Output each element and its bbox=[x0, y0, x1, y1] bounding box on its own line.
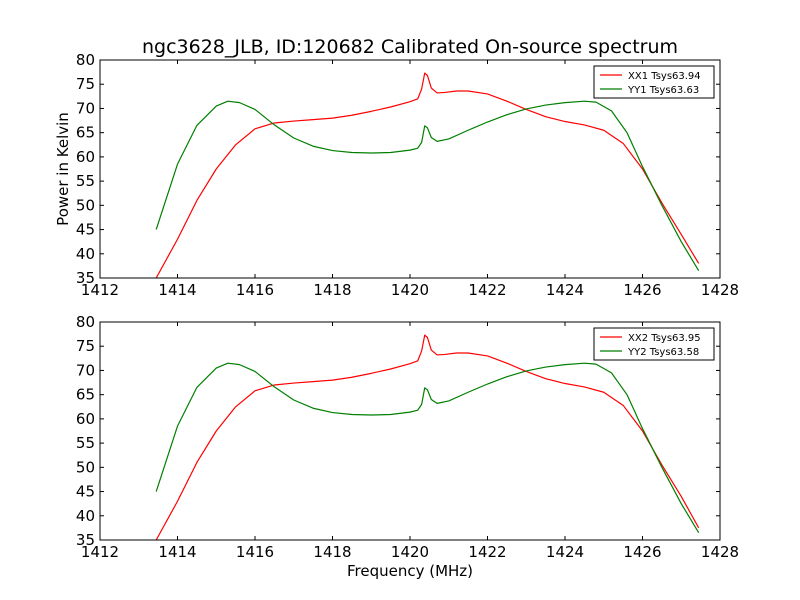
x-tick-label: 1426 bbox=[623, 543, 661, 561]
series-line bbox=[155, 334, 700, 540]
y-tick-label: 55 bbox=[76, 172, 95, 190]
x-tick-label: 1414 bbox=[158, 543, 196, 561]
y-tick-label: 75 bbox=[76, 75, 95, 93]
x-tick-label: 1422 bbox=[468, 543, 506, 561]
x-tick-label: 1416 bbox=[236, 543, 274, 561]
series-line bbox=[155, 72, 700, 278]
y-tick-label: 45 bbox=[76, 221, 95, 239]
x-tick-label: 1422 bbox=[468, 281, 506, 299]
chart-panel: 1412 1414 1416 1418 1420 1422 1424 1426 1428 35 40… bbox=[76, 313, 739, 580]
series-lines bbox=[155, 72, 700, 278]
series-line bbox=[155, 100, 700, 272]
legend-entry: YY1 Tsys63.63 bbox=[627, 85, 699, 96]
x-tick-label: 1424 bbox=[546, 281, 584, 299]
x-tick-label: 1414 bbox=[158, 281, 196, 299]
x-tick-label: 1416 bbox=[236, 281, 274, 299]
legend: XX2 Tsys63.95 YY2 Tsys63.58 bbox=[593, 327, 715, 361]
chart-panel: 1412 1414 1416 1418 1420 1422 1424 1426 1428 35 40… bbox=[54, 51, 739, 299]
x-tick-label: 1424 bbox=[546, 543, 584, 561]
legend-entry: YY2 Tsys63.58 bbox=[627, 347, 699, 358]
x-tick-label: 1428 bbox=[701, 281, 739, 299]
y-tick-label: 80 bbox=[76, 313, 95, 331]
y-tick-label: 80 bbox=[76, 51, 95, 69]
x-tick-label: 1418 bbox=[313, 543, 351, 561]
x-tick-label: 1428 bbox=[701, 543, 739, 561]
y-tick-label: 35 bbox=[76, 531, 95, 549]
y-tick-label: 40 bbox=[76, 507, 95, 525]
legend-box bbox=[593, 65, 715, 99]
y-tick-label: 65 bbox=[76, 124, 95, 142]
legend-entry: XX2 Tsys63.95 bbox=[628, 333, 701, 344]
series-lines bbox=[155, 334, 700, 540]
series-line bbox=[155, 362, 700, 534]
y-tick-label: 60 bbox=[76, 410, 95, 428]
x-tick-label: 1412 bbox=[81, 281, 119, 299]
y-tick-label: 50 bbox=[76, 458, 95, 476]
x-tick-label: 1420 bbox=[391, 281, 429, 299]
y-axis-label: Power in Kelvin bbox=[54, 112, 72, 226]
y-tick-label: 60 bbox=[76, 148, 95, 166]
y-tick-label: 50 bbox=[76, 196, 95, 214]
y-tick-label: 70 bbox=[76, 99, 95, 117]
x-tick-label: 1426 bbox=[623, 281, 661, 299]
legend-box bbox=[593, 327, 715, 361]
x-axis-label: Frequency (MHz) bbox=[347, 562, 473, 580]
y-tick-label: 45 bbox=[76, 483, 95, 501]
y-tick-label: 65 bbox=[76, 386, 95, 404]
y-tick-label: 35 bbox=[76, 269, 95, 287]
x-tick-label: 1418 bbox=[313, 281, 351, 299]
y-tick-label: 55 bbox=[76, 434, 95, 452]
y-tick-label: 75 bbox=[76, 337, 95, 355]
chart-panels: 1412 1414 1416 1418 1420 1422 1424 1426 1428 35 40… bbox=[54, 51, 739, 580]
legend-entry: XX1 Tsys63.94 bbox=[628, 71, 701, 82]
x-tick-label: 1420 bbox=[391, 543, 429, 561]
y-tick-label: 40 bbox=[76, 245, 95, 263]
legend: XX1 Tsys63.94 YY1 Tsys63.63 bbox=[593, 65, 715, 99]
figure-title: ngc3628_JLB, ID:120682 Calibrated On-sou… bbox=[142, 36, 678, 58]
y-tick-label: 70 bbox=[76, 361, 95, 379]
x-tick-label: 1412 bbox=[81, 543, 119, 561]
